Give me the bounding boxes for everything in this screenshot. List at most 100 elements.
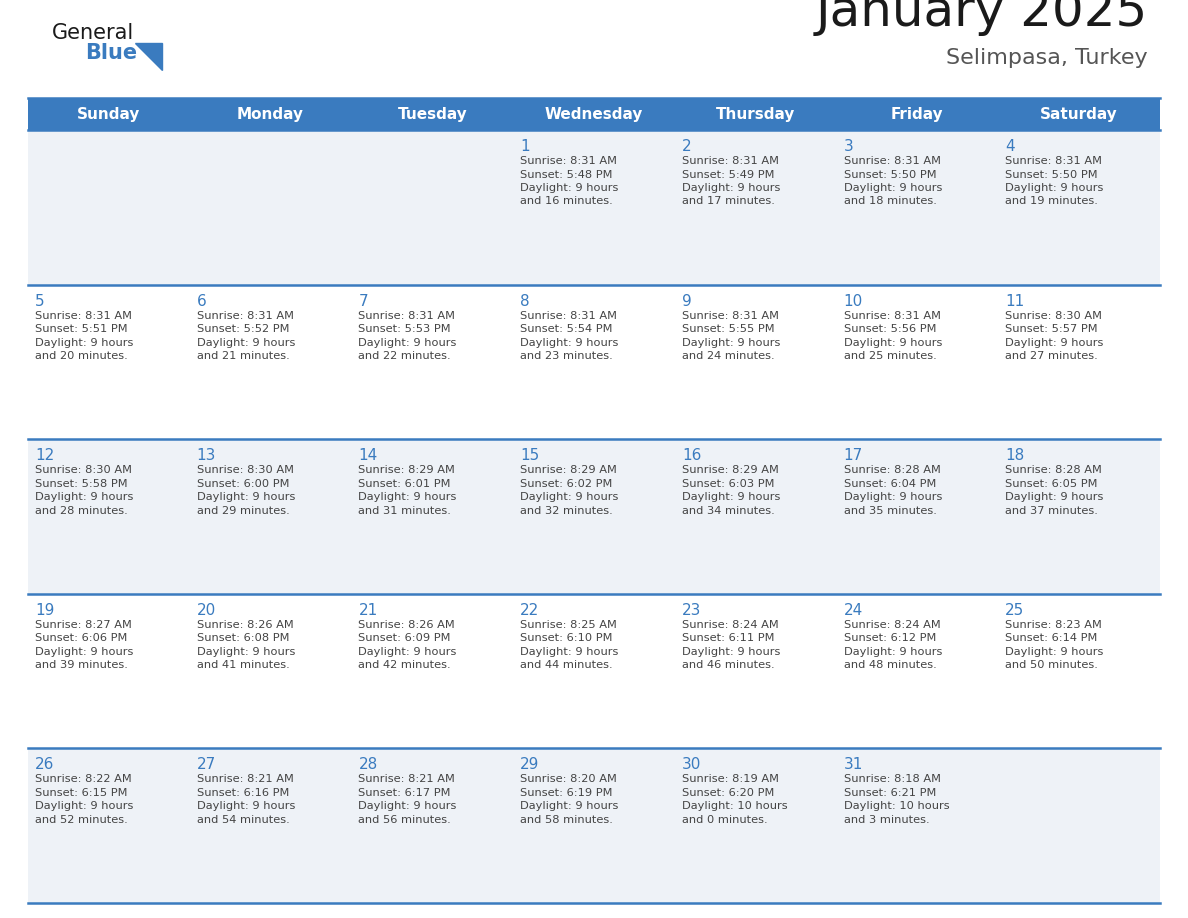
Text: and 44 minutes.: and 44 minutes. [520,660,613,670]
Text: Thursday: Thursday [716,106,796,121]
Text: Sunrise: 8:31 AM: Sunrise: 8:31 AM [682,310,779,320]
Text: and 21 minutes.: and 21 minutes. [197,351,290,361]
Text: Daylight: 9 hours: Daylight: 9 hours [1005,492,1104,502]
Text: 30: 30 [682,757,701,772]
Text: Sunrise: 8:20 AM: Sunrise: 8:20 AM [520,775,617,784]
Text: and 39 minutes.: and 39 minutes. [34,660,128,670]
Text: Sunset: 6:20 PM: Sunset: 6:20 PM [682,788,775,798]
Text: Daylight: 9 hours: Daylight: 9 hours [1005,183,1104,193]
Bar [29,439,1159,594]
Text: Sunset: 6:14 PM: Sunset: 6:14 PM [1005,633,1098,644]
Text: Daylight: 9 hours: Daylight: 9 hours [359,647,457,656]
Text: 16: 16 [682,448,701,464]
Text: Sunset: 5:57 PM: Sunset: 5:57 PM [1005,324,1098,334]
Text: Sunrise: 8:29 AM: Sunrise: 8:29 AM [359,465,455,476]
Text: 12: 12 [34,448,55,464]
Text: and 34 minutes.: and 34 minutes. [682,506,775,516]
Text: 19: 19 [34,603,55,618]
Text: and 41 minutes.: and 41 minutes. [197,660,290,670]
Text: 22: 22 [520,603,539,618]
Text: and 50 minutes.: and 50 minutes. [1005,660,1098,670]
Text: Daylight: 9 hours: Daylight: 9 hours [34,647,133,656]
Text: Sunrise: 8:31 AM: Sunrise: 8:31 AM [843,310,941,320]
Text: Daylight: 9 hours: Daylight: 9 hours [520,183,619,193]
Text: Daylight: 9 hours: Daylight: 9 hours [359,492,457,502]
Text: Sunrise: 8:24 AM: Sunrise: 8:24 AM [843,620,941,630]
Text: 4: 4 [1005,139,1015,154]
Text: Daylight: 9 hours: Daylight: 9 hours [1005,647,1104,656]
Text: 15: 15 [520,448,539,464]
Text: Sunset: 5:48 PM: Sunset: 5:48 PM [520,170,613,180]
Text: 3: 3 [843,139,853,154]
Text: Tuesday: Tuesday [398,106,467,121]
Text: Daylight: 9 hours: Daylight: 9 hours [197,647,295,656]
Text: Daylight: 9 hours: Daylight: 9 hours [682,183,781,193]
Text: 21: 21 [359,603,378,618]
Text: and 18 minutes.: and 18 minutes. [843,196,936,207]
Text: Daylight: 9 hours: Daylight: 9 hours [843,492,942,502]
Text: Sunset: 6:11 PM: Sunset: 6:11 PM [682,633,775,644]
Text: Sunset: 6:19 PM: Sunset: 6:19 PM [520,788,613,798]
Text: Sunrise: 8:26 AM: Sunrise: 8:26 AM [197,620,293,630]
Text: 24: 24 [843,603,862,618]
Text: Daylight: 9 hours: Daylight: 9 hours [359,801,457,812]
Text: Sunset: 6:17 PM: Sunset: 6:17 PM [359,788,451,798]
Text: 20: 20 [197,603,216,618]
Text: and 22 minutes.: and 22 minutes. [359,351,451,361]
Text: Sunset: 5:49 PM: Sunset: 5:49 PM [682,170,775,180]
Text: Sunset: 6:12 PM: Sunset: 6:12 PM [843,633,936,644]
Text: and 23 minutes.: and 23 minutes. [520,351,613,361]
Text: Daylight: 9 hours: Daylight: 9 hours [520,647,619,656]
Text: Wednesday: Wednesday [545,106,643,121]
Text: Sunrise: 8:31 AM: Sunrise: 8:31 AM [682,156,779,166]
Text: Daylight: 9 hours: Daylight: 9 hours [197,492,295,502]
Text: and 32 minutes.: and 32 minutes. [520,506,613,516]
Text: General: General [52,23,134,43]
Text: Sunset: 6:10 PM: Sunset: 6:10 PM [520,633,613,644]
Text: 6: 6 [197,294,207,308]
Text: 26: 26 [34,757,55,772]
Text: Sunrise: 8:31 AM: Sunrise: 8:31 AM [1005,156,1102,166]
Text: and 46 minutes.: and 46 minutes. [682,660,775,670]
Text: and 35 minutes.: and 35 minutes. [843,506,936,516]
Text: 17: 17 [843,448,862,464]
Text: Daylight: 9 hours: Daylight: 9 hours [1005,338,1104,348]
Text: 10: 10 [843,294,862,308]
Text: Sunrise: 8:30 AM: Sunrise: 8:30 AM [197,465,293,476]
Text: Sunset: 6:01 PM: Sunset: 6:01 PM [359,478,451,488]
Text: Sunset: 5:50 PM: Sunset: 5:50 PM [843,170,936,180]
Text: Sunrise: 8:23 AM: Sunrise: 8:23 AM [1005,620,1102,630]
Text: and 42 minutes.: and 42 minutes. [359,660,451,670]
Text: Sunset: 6:02 PM: Sunset: 6:02 PM [520,478,613,488]
Text: 11: 11 [1005,294,1024,308]
Text: 7: 7 [359,294,368,308]
Text: Sunset: 6:16 PM: Sunset: 6:16 PM [197,788,289,798]
Text: Sunset: 5:55 PM: Sunset: 5:55 PM [682,324,775,334]
Text: and 48 minutes.: and 48 minutes. [843,660,936,670]
Text: and 17 minutes.: and 17 minutes. [682,196,775,207]
Text: Sunrise: 8:31 AM: Sunrise: 8:31 AM [359,310,455,320]
Bar [29,748,1159,903]
Text: and 25 minutes.: and 25 minutes. [843,351,936,361]
Text: 14: 14 [359,448,378,464]
Text: and 28 minutes.: and 28 minutes. [34,506,128,516]
Text: Sunrise: 8:31 AM: Sunrise: 8:31 AM [843,156,941,166]
Text: Sunrise: 8:31 AM: Sunrise: 8:31 AM [34,310,132,320]
Text: Daylight: 9 hours: Daylight: 9 hours [359,338,457,348]
Text: and 58 minutes.: and 58 minutes. [520,815,613,825]
Text: Daylight: 9 hours: Daylight: 9 hours [843,338,942,348]
Text: 28: 28 [359,757,378,772]
Text: Sunset: 6:05 PM: Sunset: 6:05 PM [1005,478,1098,488]
Text: Daylight: 9 hours: Daylight: 9 hours [843,183,942,193]
Text: Daylight: 9 hours: Daylight: 9 hours [682,647,781,656]
Text: and 0 minutes.: and 0 minutes. [682,815,767,825]
Text: Daylight: 9 hours: Daylight: 9 hours [682,338,781,348]
Text: Sunset: 6:04 PM: Sunset: 6:04 PM [843,478,936,488]
Text: Sunset: 5:53 PM: Sunset: 5:53 PM [359,324,451,334]
Bar [29,594,1159,748]
Text: Sunset: 5:54 PM: Sunset: 5:54 PM [520,324,613,334]
Text: Friday: Friday [891,106,943,121]
Text: Sunset: 5:51 PM: Sunset: 5:51 PM [34,324,127,334]
Text: Sunset: 6:00 PM: Sunset: 6:00 PM [197,478,289,488]
Text: and 3 minutes.: and 3 minutes. [843,815,929,825]
